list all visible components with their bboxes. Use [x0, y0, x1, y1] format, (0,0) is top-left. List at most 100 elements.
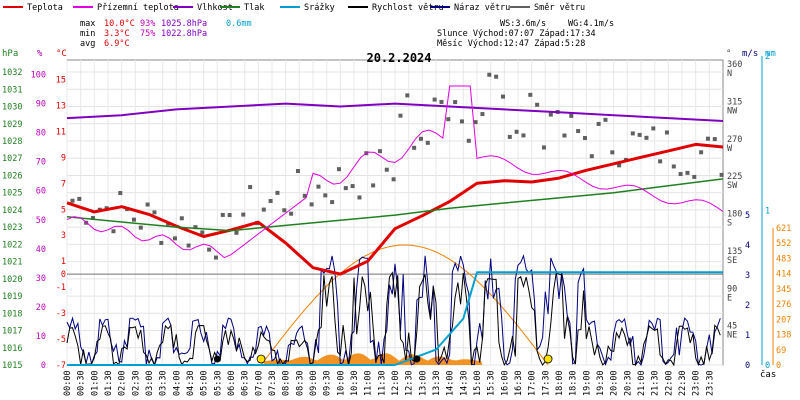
stat-label: avg: [80, 39, 95, 49]
temp-tick-label: 0: [61, 270, 66, 280]
series-line-Srážky: [67, 271, 723, 366]
x-tick-label: 11:30: [377, 370, 387, 396]
temp-tick-label: 1: [61, 257, 66, 267]
info-ws: WS:3.6m/s: [500, 19, 546, 29]
wind-direction-point: [405, 93, 410, 98]
wind-direction-point: [316, 184, 321, 189]
hpa-tick-label: 1020: [2, 275, 22, 285]
wind-direction-point: [241, 212, 246, 217]
x-tick-label: 05:30: [213, 370, 223, 396]
x-tick-label: 12:00: [391, 370, 401, 396]
x-tick-label: 04:30: [186, 370, 196, 396]
x-tick-label: 14:00: [446, 370, 456, 396]
wind-direction-point: [507, 134, 512, 139]
wind-tick-label: 0: [745, 361, 750, 371]
dir-tick-label: 270: [727, 135, 742, 145]
stat-press: 1025.8hPa: [161, 19, 207, 29]
wind-direction-point: [664, 130, 669, 135]
wind-direction-point: [159, 240, 164, 245]
ground-temp-line: [66, 85, 724, 259]
hpa-tick-label: 1023: [2, 223, 22, 233]
wind-direction-point: [582, 136, 587, 141]
wind-direction-point: [521, 133, 526, 138]
hpa-tick-label: 1030: [2, 103, 22, 113]
x-tick-label: 10:00: [336, 370, 346, 396]
wind-direction-point: [302, 193, 307, 198]
x-tick-label: 17:30: [541, 370, 551, 396]
hpa-tick-label: 1018: [2, 309, 22, 319]
wind-direction-point: [200, 230, 205, 235]
header: Teplota Přízemní teplota Vlhkost Tlak Srážky…: [3, 3, 614, 65]
temp-tick-label: -3: [56, 309, 66, 319]
info-sun: Slunce Východ:07:07 Západ:17:34: [437, 29, 596, 39]
dir-tick-label: 360: [727, 60, 742, 70]
wind-direction-point: [371, 183, 376, 188]
wind-direction-point: [459, 119, 464, 124]
wind-direction-point: [138, 225, 143, 230]
wind-direction-point: [678, 172, 683, 177]
temp-tick-label: 5: [61, 205, 66, 215]
x-tick-label: 15:30: [487, 370, 497, 396]
temp-tick-label: 13: [56, 101, 66, 111]
wind-direction-point: [268, 199, 273, 204]
dir-tick-compass: NW: [727, 106, 738, 116]
dir-tick-label: 90: [727, 284, 737, 294]
x-axis-label: čas: [760, 369, 776, 380]
wind-direction-point: [323, 193, 328, 198]
wind-direction-point: [658, 159, 663, 164]
wind-direction-point: [172, 236, 177, 241]
x-tick-label: 16:30: [514, 370, 524, 396]
hpa-tick-label: 1021: [2, 258, 22, 268]
wind-direction-point: [548, 112, 553, 117]
wind-direction-point: [432, 97, 437, 102]
hum-tick-label: 70: [36, 158, 46, 168]
temp-tick-label: -1: [56, 283, 66, 293]
x-tick-label: 23:00: [692, 370, 702, 396]
wind-tick-label: 4: [745, 241, 750, 251]
wind-direction-point: [699, 150, 704, 155]
hpa-tick-label: 1015: [2, 361, 22, 371]
x-tick-label: 16:00: [500, 370, 510, 396]
stat-press: 1022.8hPa: [161, 29, 207, 39]
wind-direction-point: [480, 112, 485, 117]
series-line-Teplota: [66, 142, 724, 276]
wind-direction-point: [446, 117, 451, 122]
x-tick-label: 18:30: [569, 370, 579, 396]
wind-direction-point: [377, 149, 382, 154]
series-line-Tlak: [66, 178, 724, 232]
wind-direction-point: [282, 208, 287, 213]
dir-unit: °: [726, 49, 731, 59]
hpa-tick-label: 1024: [2, 206, 22, 216]
hum-tick-label: 50: [36, 216, 46, 226]
sun-marker-icon: [256, 354, 266, 364]
x-tick-label: 20:30: [623, 370, 633, 396]
wind-direction-point: [213, 255, 218, 260]
solar-tick-label: 0: [776, 361, 781, 371]
x-tick-label: 08:00: [282, 370, 292, 396]
solar-tick-label: 207: [776, 315, 791, 325]
wind-direction-point: [630, 131, 635, 136]
x-tick-label: 21:30: [651, 370, 661, 396]
solar-tick-label: 276: [776, 300, 791, 310]
wind-gust-line: [66, 254, 721, 367]
wind-direction-point: [637, 132, 642, 137]
wind-direction-point: [439, 99, 444, 104]
wind-direction-point: [384, 167, 389, 172]
wind-tick-label: 2: [745, 301, 750, 311]
wind-tick-label: 1: [745, 331, 750, 341]
temp-unit: °C: [56, 49, 67, 59]
wind-direction-point: [603, 117, 608, 122]
wind-direction-point: [207, 247, 212, 252]
wind-direction-point: [131, 217, 136, 222]
wind-direction-point: [425, 140, 430, 145]
solar-tick-label: 552: [776, 239, 791, 249]
wind-direction-point: [220, 212, 225, 217]
legend-label: Směr větru: [534, 3, 585, 13]
solar-tick-label: 414: [776, 270, 791, 280]
wind-direction-point: [541, 145, 546, 150]
x-tick-label: 06:30: [241, 370, 251, 396]
hum-tick-label: 90: [36, 100, 46, 110]
wind-direction-point: [719, 172, 724, 177]
hpa-tick-label: 1016: [2, 344, 22, 354]
temp-tick-label: 3: [61, 231, 66, 241]
